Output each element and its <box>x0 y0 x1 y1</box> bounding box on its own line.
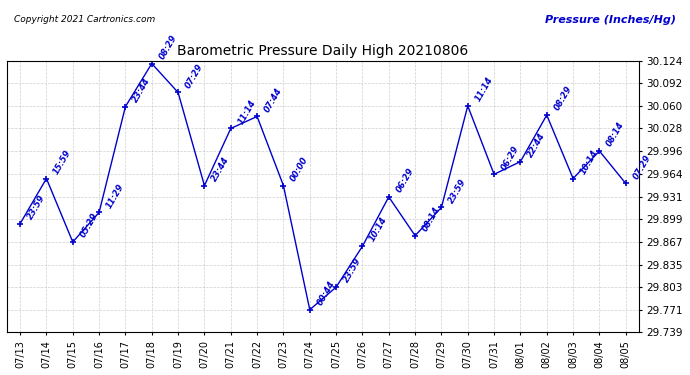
Text: 15:59: 15:59 <box>52 148 73 176</box>
Text: Copyright 2021 Cartronics.com: Copyright 2021 Cartronics.com <box>14 15 155 24</box>
Text: 07:29: 07:29 <box>184 62 205 90</box>
Text: 08:14: 08:14 <box>605 120 627 148</box>
Title: Barometric Pressure Daily High 20210806: Barometric Pressure Daily High 20210806 <box>177 44 469 58</box>
Text: 23:59: 23:59 <box>342 256 363 284</box>
Text: 07:44: 07:44 <box>263 86 284 114</box>
Text: 08:29: 08:29 <box>157 33 179 61</box>
Text: 22:44: 22:44 <box>526 131 547 159</box>
Text: 05:29: 05:29 <box>79 211 99 239</box>
Text: 08:29: 08:29 <box>552 84 573 112</box>
Text: 23:59: 23:59 <box>26 193 47 221</box>
Text: 07:29: 07:29 <box>631 153 653 181</box>
Text: 11:14: 11:14 <box>473 75 495 103</box>
Text: 10:14: 10:14 <box>579 148 600 176</box>
Text: 10:14: 10:14 <box>368 216 389 243</box>
Text: 11:29: 11:29 <box>105 182 126 210</box>
Text: 00:00: 00:00 <box>289 155 311 183</box>
Text: 00:44: 00:44 <box>315 279 337 307</box>
Text: Pressure (Inches/Hg): Pressure (Inches/Hg) <box>545 15 676 25</box>
Text: 23:44: 23:44 <box>131 76 152 104</box>
Text: 08:14: 08:14 <box>421 205 442 233</box>
Text: 06:29: 06:29 <box>500 144 521 171</box>
Text: 06:29: 06:29 <box>394 166 415 194</box>
Text: 23:44: 23:44 <box>210 155 231 183</box>
Text: 23:59: 23:59 <box>447 177 469 205</box>
Text: 11:14: 11:14 <box>236 98 257 126</box>
